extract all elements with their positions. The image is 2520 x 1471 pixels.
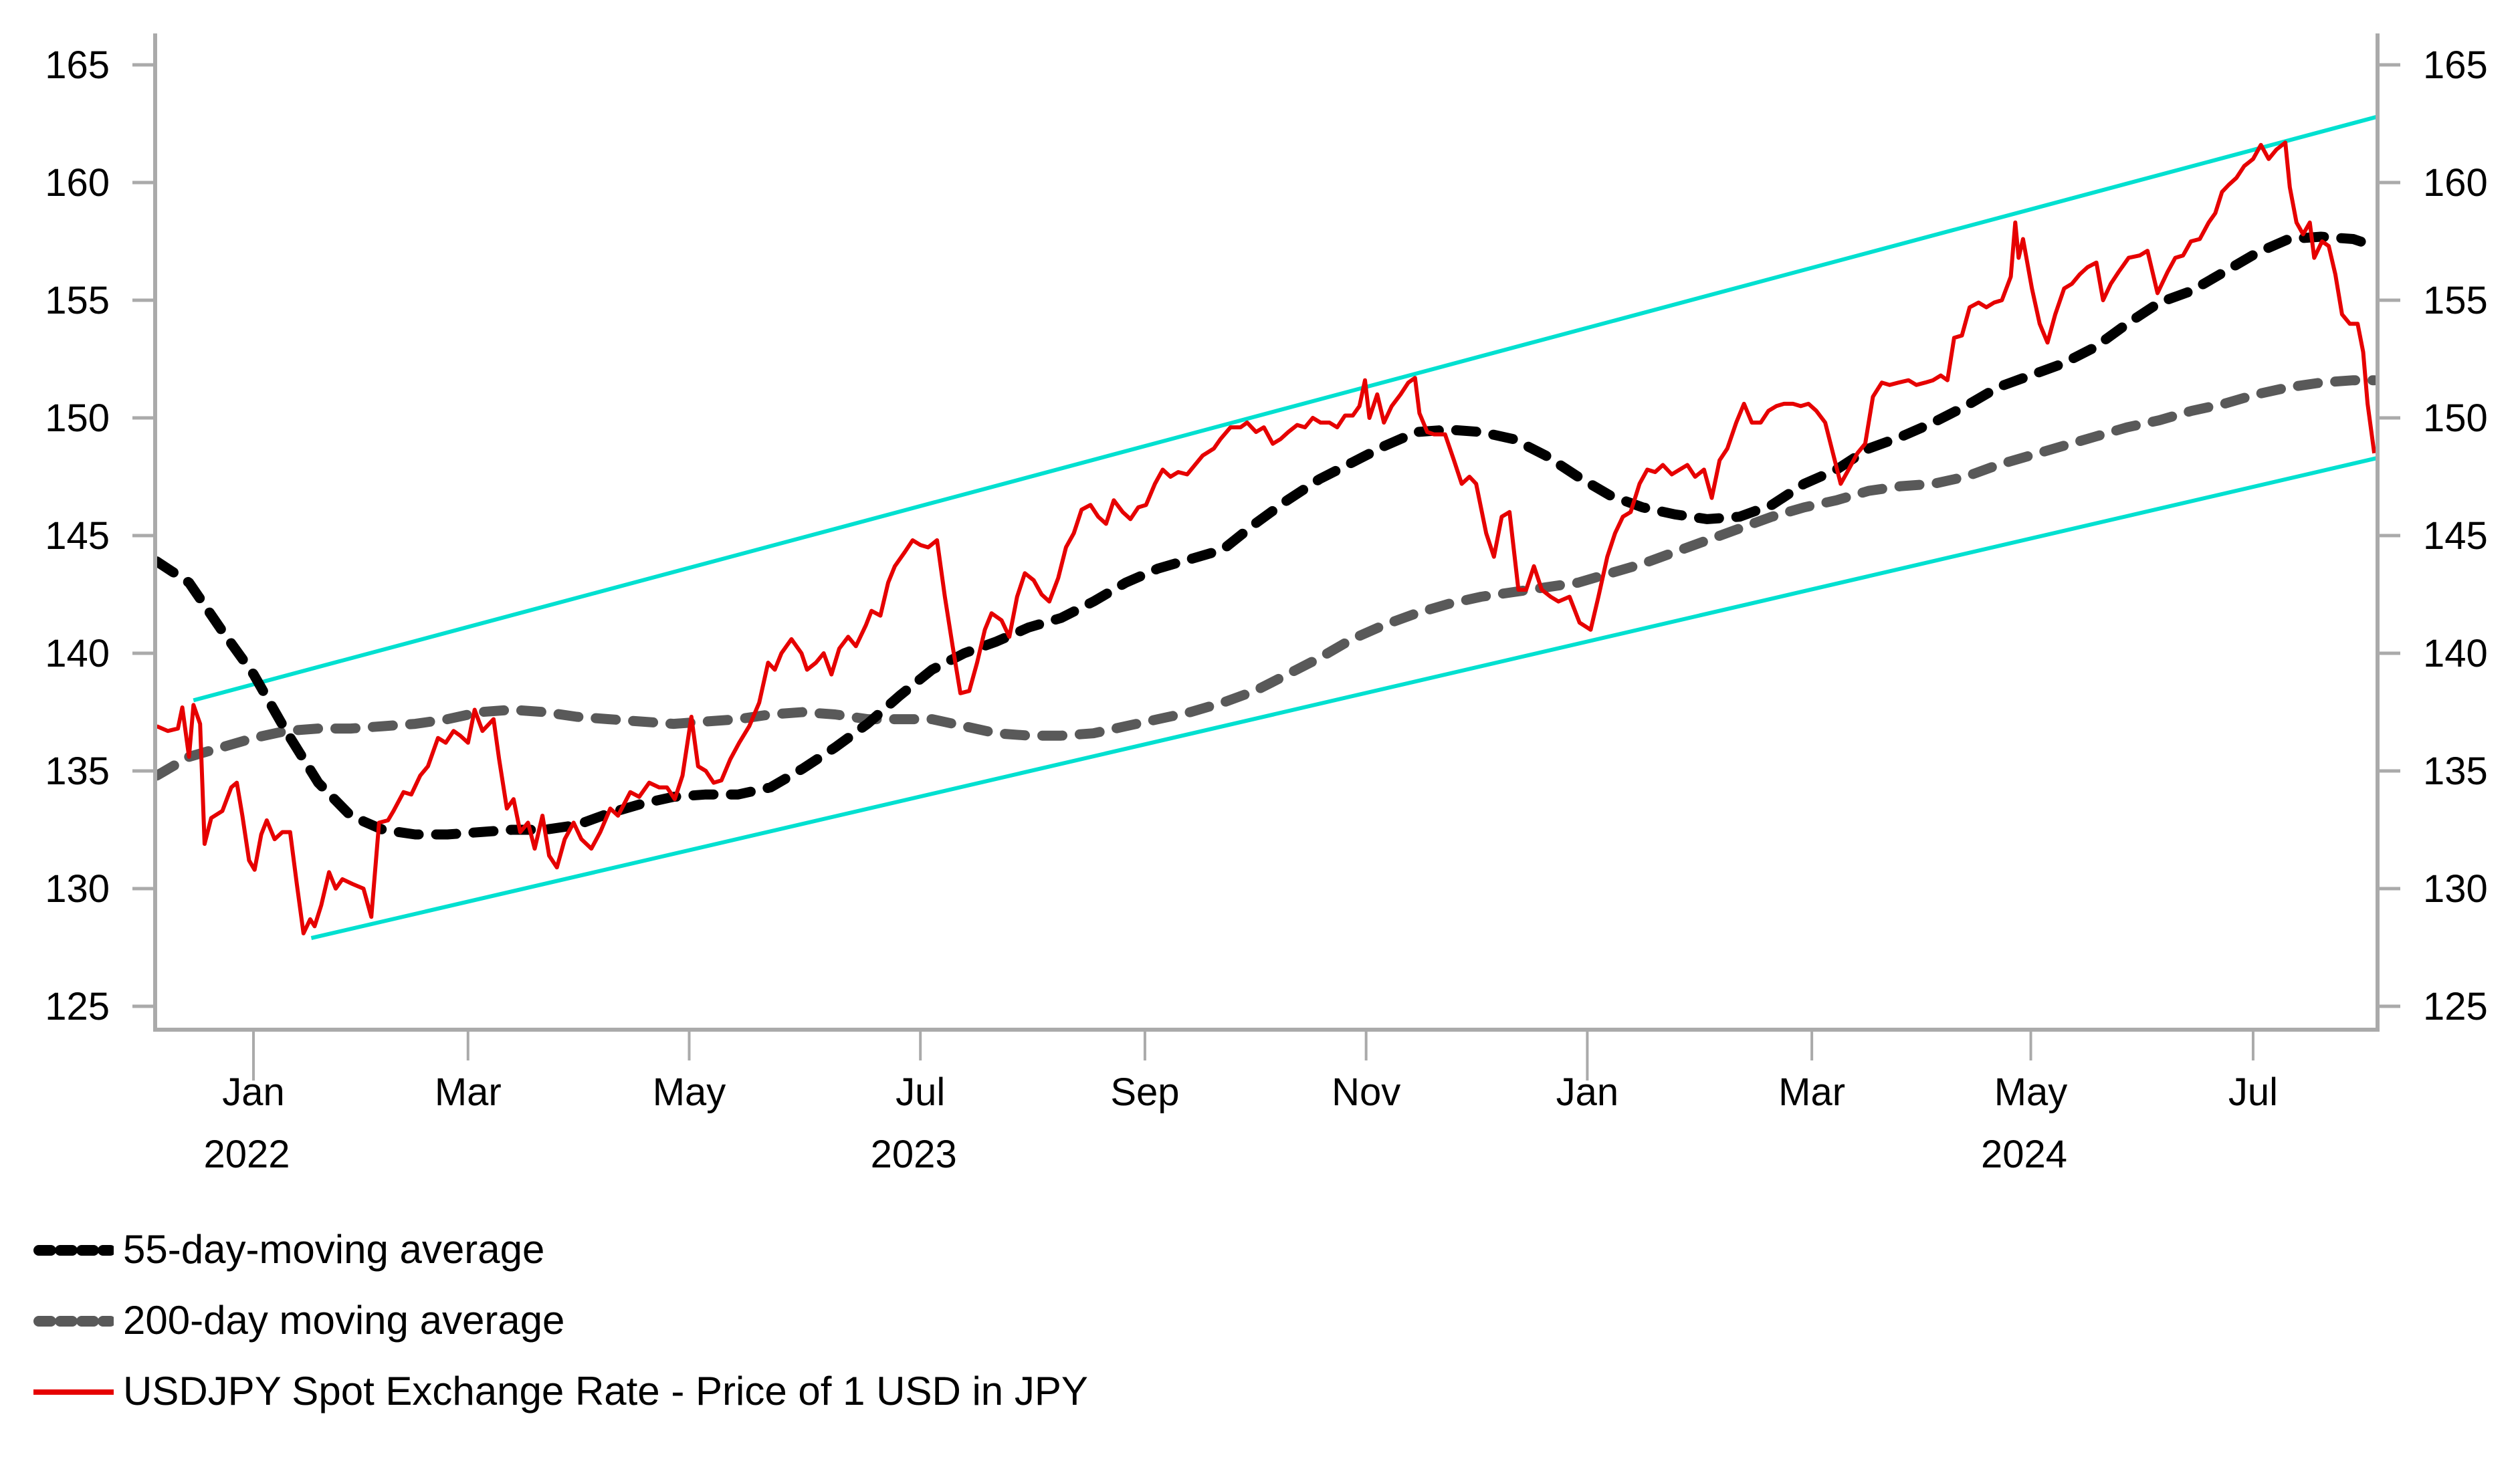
- y-tick-label-left: 160: [45, 161, 110, 205]
- x-tick-label-year: 2023: [871, 1133, 957, 1176]
- spot-rate-line: [156, 140, 2377, 935]
- legend-label-spot: USDJPY Spot Exchange Rate - Price of 1 U…: [123, 1368, 1088, 1413]
- x-tick-label-year: 2024: [1981, 1133, 2067, 1176]
- ma200-line: [155, 375, 2378, 781]
- y-tick-label-left: 125: [45, 985, 110, 1028]
- y-tick-label-right: 155: [2423, 279, 2488, 322]
- x-tick-label-month: Jan: [1556, 1070, 1619, 1114]
- y-tick-label-right: 145: [2423, 514, 2488, 558]
- series-group: [155, 114, 2378, 940]
- plot-area: [155, 114, 2378, 940]
- x-tick-label-month: Jul: [896, 1070, 945, 1114]
- y-tick-label-left: 155: [45, 279, 110, 322]
- y-tick-label-right: 150: [2423, 397, 2488, 440]
- legend-label-ma200: 200-day moving average: [123, 1297, 565, 1343]
- y-tick-label-left: 140: [45, 632, 110, 675]
- legend-item-spot: USDJPY Spot Exchange Rate - Price of 1 U…: [33, 1355, 1088, 1426]
- x-tick-label-month: Sep: [1110, 1070, 1179, 1114]
- x-tick-label-month: Jul: [2228, 1070, 2278, 1114]
- legend-item-ma55: 55-day-moving average: [33, 1214, 1088, 1284]
- y-tick-label-right: 130: [2423, 867, 2488, 911]
- y-tick-label-left: 165: [45, 43, 110, 87]
- legend-swatch-ma55: [33, 1245, 114, 1256]
- y-tick-label-left: 150: [45, 397, 110, 440]
- legend-swatch-spot: [33, 1389, 114, 1395]
- y-tick-label-right: 165: [2423, 43, 2488, 87]
- y-tick-label-right: 160: [2423, 161, 2488, 205]
- legend: 55-day-moving average 200-day moving ave…: [33, 1214, 1088, 1426]
- trend-line-upper-channel: [193, 114, 2378, 703]
- x-tick-label-year: 2022: [203, 1133, 290, 1176]
- x-tick-label-month: Jan: [222, 1070, 285, 1114]
- x-tick-label-month: May: [1994, 1070, 2068, 1114]
- x-tick-label-month: Nov: [1332, 1070, 1400, 1114]
- x-tick-label-month: Mar: [435, 1070, 502, 1114]
- y-tick-label-right: 140: [2423, 632, 2488, 675]
- legend-item-ma200: 200-day moving average: [33, 1284, 1088, 1355]
- y-tick-label-left: 130: [45, 867, 110, 911]
- legend-swatch-ma200: [33, 1316, 114, 1327]
- trend-line-lower-channel: [310, 455, 2378, 940]
- axes: 125 125 130 130 135 135 140 140 145 145 150 150 155 1…: [45, 33, 2488, 1176]
- y-tick-label-right: 135: [2423, 750, 2488, 793]
- chart: 125 125 130 130 135 135 140 140 145 145 150 150 155 1…: [45, 33, 2488, 1176]
- x-tick-label-month: Mar: [1778, 1070, 1845, 1114]
- legend-label-ma55: 55-day-moving average: [123, 1226, 545, 1272]
- y-tick-label-left: 145: [45, 514, 110, 558]
- x-tick-label-month: May: [653, 1070, 726, 1114]
- y-tick-label-left: 135: [45, 750, 110, 793]
- y-tick-label-right: 125: [2423, 985, 2488, 1028]
